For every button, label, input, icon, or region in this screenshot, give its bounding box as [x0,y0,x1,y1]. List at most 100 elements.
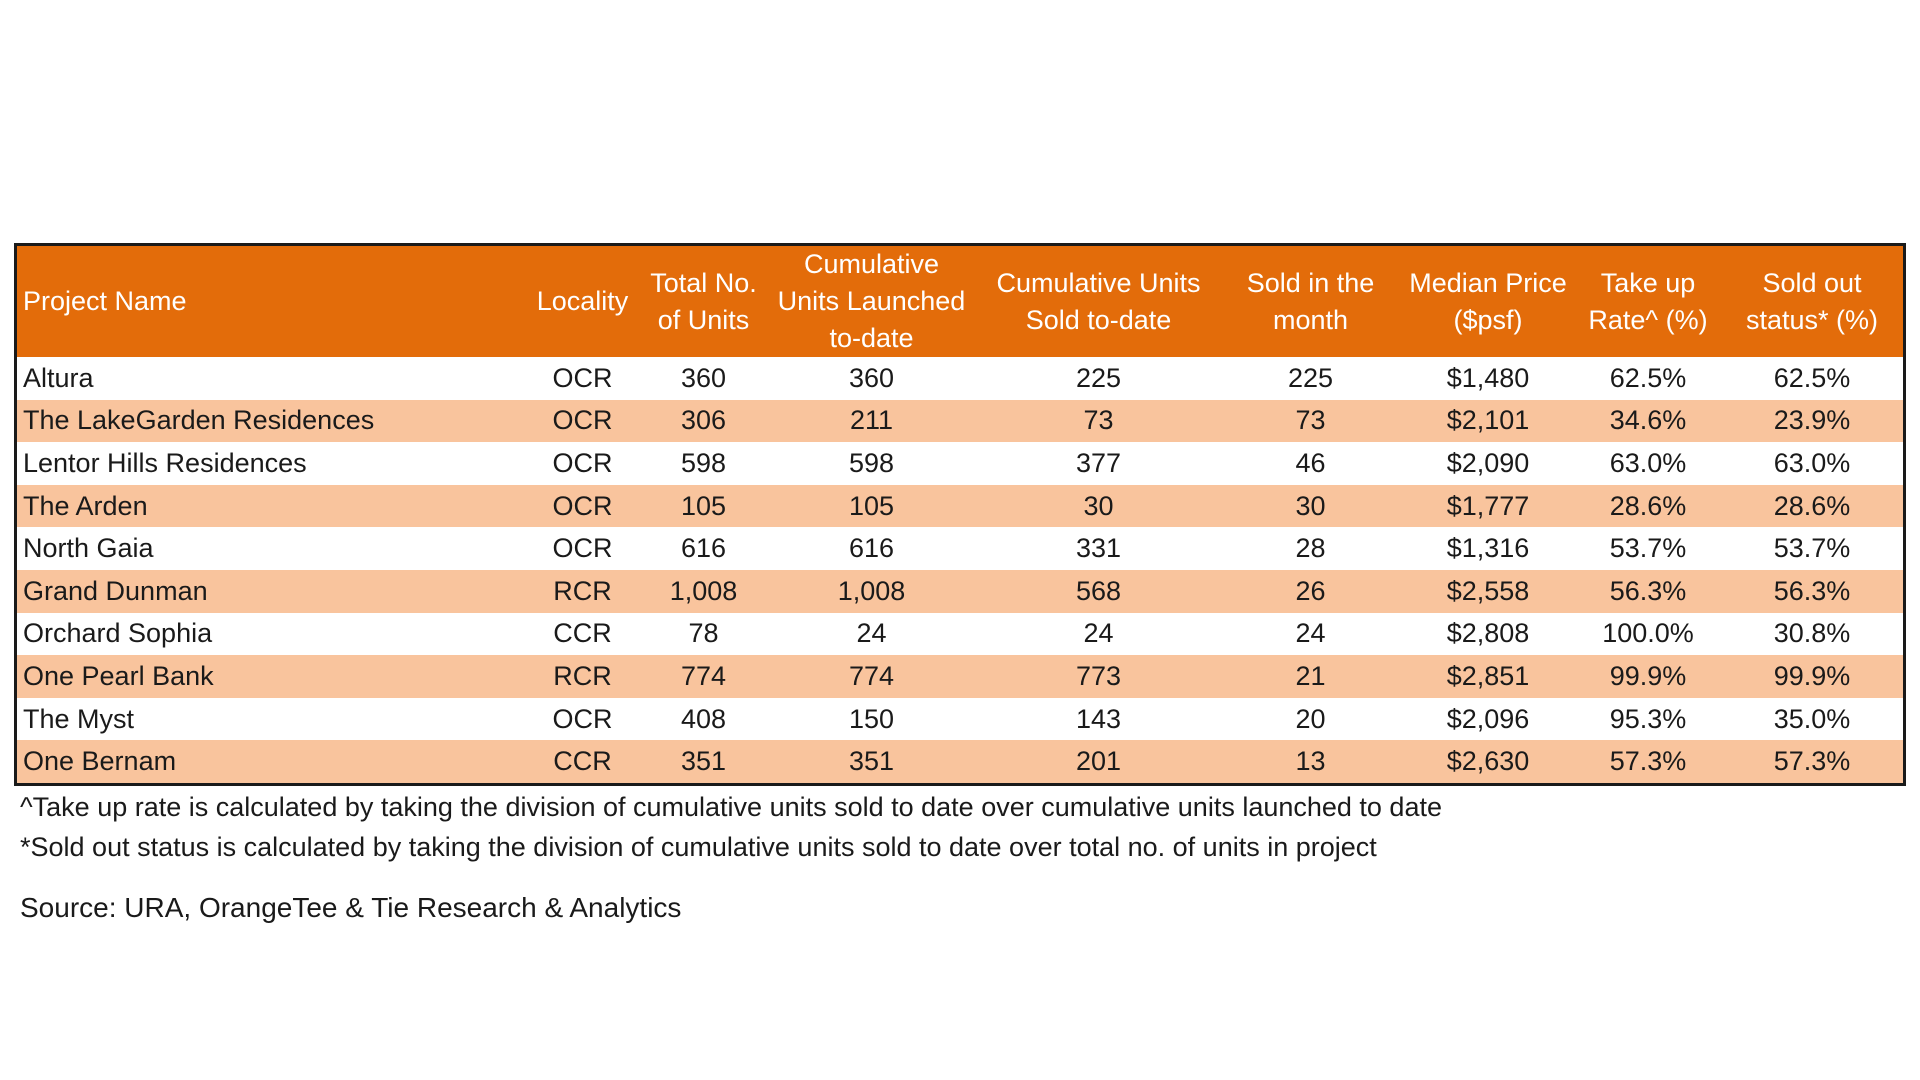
table-row: Lentor Hills Residences OCR 598 598 377 46 $2,… [17,442,1903,485]
cell-total-units: 351 [680,746,727,777]
header-locality: Locality [536,286,629,316]
cell-take-up-rate: 53.7% [1609,533,1687,564]
cell-project-name: Orchard Sophia [23,618,213,649]
cell-sold-in-month: 21 [1295,660,1326,691]
cell-total-units: 1,008 [669,575,738,606]
cell-sold-out-status: 23.9% [1773,405,1851,436]
cell-locality: RCR [553,660,612,691]
cell-project-name: North Gaia [23,533,154,564]
cell-locality: OCR [552,405,613,436]
header-sold-in-month: Sold in the month [1246,267,1375,335]
table-header-row: Project Name Locality Total No. of Units… [17,246,1903,357]
table-row: Altura OCR 360 360 225 225 $1,480 62.5% 62.5% [17,357,1903,400]
cell-cumulative-sold: 143 [1075,703,1122,734]
cell-sold-out-status: 35.0% [1773,703,1851,734]
cell-cumulative-sold: 24 [1083,618,1114,649]
cell-cumulative-launched: 360 [848,362,895,393]
cell-project-name: The Myst [23,703,135,734]
cell-median-price: $1,480 [1446,362,1530,393]
cell-cumulative-launched: 105 [848,490,895,521]
cell-median-price: $2,090 [1446,447,1530,478]
source-note: Source: URA, OrangeTee & Tie Research & … [20,892,682,923]
cell-sold-in-month: 20 [1295,703,1326,734]
cell-cumulative-launched: 351 [848,746,895,777]
cell-median-price: $2,096 [1446,703,1530,734]
footnote-take-up-rate: ^Take up rate is calculated by taking th… [20,792,1442,822]
cell-cumulative-launched: 774 [848,660,895,691]
cell-total-units: 105 [680,490,727,521]
cell-take-up-rate: 56.3% [1609,575,1687,606]
cell-locality: OCR [552,447,613,478]
cell-sold-out-status: 53.7% [1773,533,1851,564]
cell-cumulative-launched: 1,008 [837,575,906,606]
cell-take-up-rate: 100.0% [1602,618,1694,649]
header-project-name: Project Name [23,286,187,316]
header-total-units: Total No. of Units [650,267,757,335]
cell-sold-out-status: 57.3% [1773,746,1851,777]
cell-cumulative-sold: 201 [1075,746,1122,777]
cell-median-price: $2,630 [1446,746,1530,777]
cell-project-name: Grand Dunman [23,575,208,606]
cell-cumulative-launched: 24 [856,618,887,649]
cell-median-price: $2,558 [1446,575,1530,606]
cell-take-up-rate: 57.3% [1609,746,1687,777]
header-sold-out-status: Sold out status* (%) [1745,267,1879,335]
cell-total-units: 616 [680,533,727,564]
cell-take-up-rate: 62.5% [1609,362,1687,393]
cell-project-name: One Bernam [23,746,177,777]
cell-sold-out-status: 28.6% [1773,490,1851,521]
header-cumulative-sold: Cumulative Units Sold to-date [996,267,1201,335]
cell-project-name: The Arden [23,490,148,521]
cell-sold-in-month: 28 [1295,533,1326,564]
cell-cumulative-sold: 568 [1075,575,1122,606]
table-row: Grand Dunman RCR 1,008 1,008 568 26 $2,558 56.3… [17,569,1903,613]
header-cumulative-launched: Cumulative Units Launched to-date [777,249,966,353]
header-take-up-rate: Take up Rate^ (%) [1588,267,1708,335]
cell-sold-out-status: 56.3% [1773,575,1851,606]
cell-median-price: $1,777 [1446,490,1530,521]
cell-median-price: $2,808 [1446,618,1530,649]
cell-cumulative-launched: 150 [848,703,895,734]
table-row: The LakeGarden Residences OCR 306 211 73 73 $2… [17,399,1903,443]
cell-cumulative-sold: 225 [1075,362,1122,393]
cell-cumulative-sold: 773 [1075,660,1122,691]
cell-total-units: 408 [680,703,727,734]
cell-cumulative-launched: 616 [848,533,895,564]
cell-cumulative-launched: 211 [849,405,894,436]
cell-total-units: 598 [680,447,727,478]
cell-cumulative-sold: 377 [1075,447,1122,478]
cell-cumulative-sold: 331 [1075,533,1122,564]
cell-take-up-rate: 95.3% [1609,703,1687,734]
cell-project-name: The LakeGarden Residences [23,405,375,436]
cell-sold-in-month: 73 [1295,405,1326,436]
cell-total-units: 360 [680,362,727,393]
cell-sold-in-month: 30 [1295,490,1326,521]
header-median-price: Median Price ($psf) [1409,267,1567,335]
cell-locality: RCR [553,575,612,606]
table-body: Altura OCR 360 360 225 225 $1,480 62.5% 62.5% The… [17,357,1903,783]
cell-cumulative-sold: 73 [1083,405,1114,436]
cell-cumulative-launched: 598 [848,447,895,478]
table-row: Orchard Sophia CCR 78 24 24 24 $2,808 100.0% 30.… [17,612,1903,656]
cell-take-up-rate: 99.9% [1609,660,1687,691]
cell-total-units: 78 [688,618,719,649]
cell-sold-in-month: 46 [1295,447,1326,478]
cell-take-up-rate: 28.6% [1609,490,1687,521]
cell-locality: OCR [552,362,613,393]
cell-median-price: $2,851 [1446,660,1530,691]
table-row: North Gaia OCR 616 616 331 28 $1,316 53.7% 53.7% [17,527,1903,570]
cell-take-up-rate: 34.6% [1609,405,1687,436]
cell-locality: CCR [553,746,612,777]
cell-sold-in-month: 13 [1295,746,1326,777]
cell-sold-out-status: 63.0% [1773,447,1851,478]
cell-sold-out-status: 30.8% [1773,618,1851,649]
cell-total-units: 774 [680,660,727,691]
cell-take-up-rate: 63.0% [1609,447,1687,478]
footnote-sold-out-status: *Sold out status is calculated by taking… [20,832,1377,862]
project-sales-table: Project Name Locality Total No. of Units… [14,243,1906,786]
cell-total-units: 306 [680,405,727,436]
cell-project-name: One Pearl Bank [23,660,214,691]
cell-project-name: Altura [23,362,94,393]
cell-locality: CCR [553,618,612,649]
cell-project-name: Lentor Hills Residences [23,447,307,478]
